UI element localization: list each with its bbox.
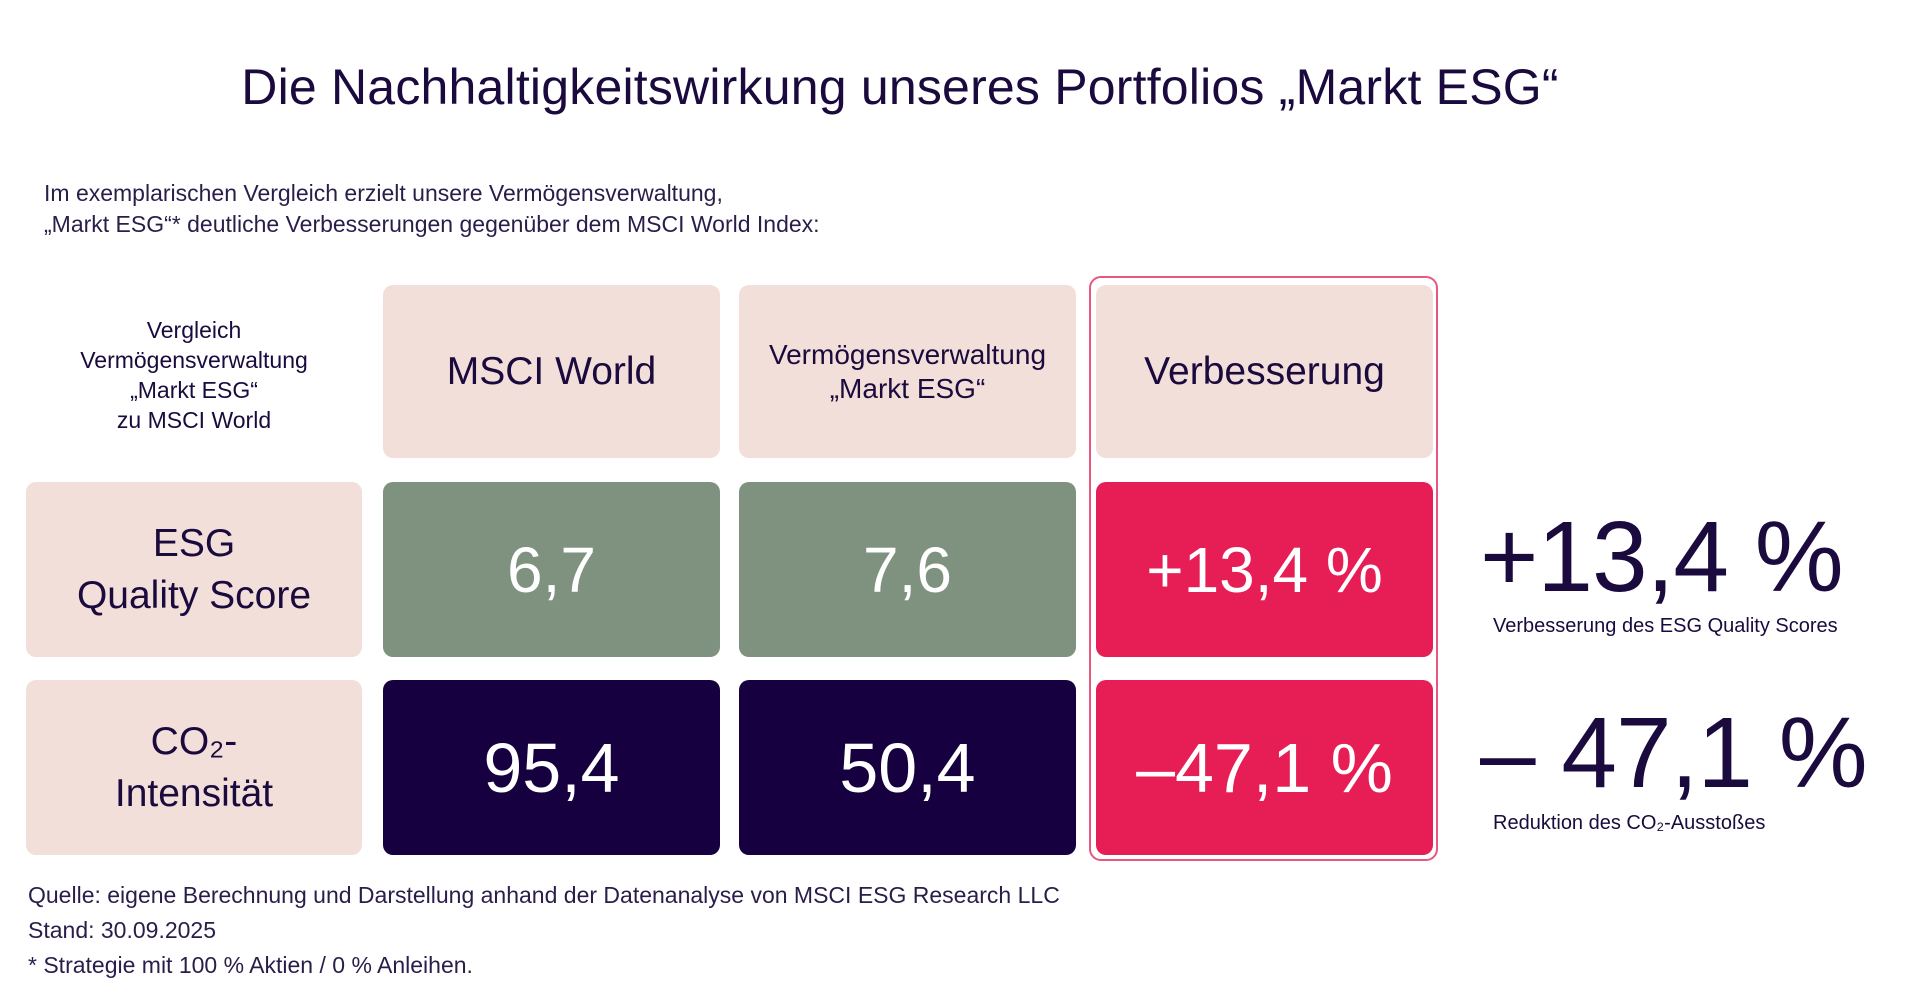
stat-co2-value: – 47,1 %	[1480, 697, 1868, 809]
row-label-co2-line-2: Intensität	[114, 771, 274, 815]
row-label-co2-line-1: CO₂-	[150, 719, 238, 763]
cell-esg-improvement-value: +13,4 %	[1146, 533, 1383, 606]
cell-co2-improvement: –47,1 %	[1096, 680, 1433, 855]
footer-note: * Strategie mit 100 % Aktien / 0 % Anlei…	[28, 952, 473, 978]
header-improvement-label: Verbesserung	[1144, 349, 1385, 393]
cell-co2-msci-value: 95,4	[483, 728, 620, 807]
cell-co2-markt: 50,4	[739, 680, 1076, 855]
header-markt-esg-line-2: „Markt ESG“	[829, 372, 986, 404]
footer-source: Quelle: eigene Berechnung und Darstellun…	[28, 882, 1060, 908]
intro-line-2: „Markt ESG“* deutliche Verbesserungen ge…	[44, 211, 820, 237]
row-label-esg-line-2: Quality Score	[76, 573, 312, 617]
cell-co2-msci: 95,4	[383, 680, 720, 855]
corner-label-line-2: Vermögensverwaltung	[80, 347, 308, 373]
improvement-column-frame	[1089, 276, 1438, 861]
header-msci-world-label: MSCI World	[446, 349, 657, 393]
intro-line-1: Im exemplarischen Vergleich erzielt unse…	[44, 180, 723, 206]
row-label-esg-line-1: ESG	[152, 521, 236, 565]
cell-esg-improvement: +13,4 %	[1096, 482, 1433, 657]
footer-date: Stand: 30.09.2025	[28, 917, 216, 943]
cell-co2-improvement-value: –47,1 %	[1136, 728, 1393, 807]
corner-label-line-1: Vergleich	[146, 317, 242, 343]
header-markt-esg: Vermögensverwaltung „Markt ESG“	[739, 285, 1076, 458]
corner-label-line-3: „Markt ESG“	[130, 377, 258, 403]
footer: Quelle: eigene Berechnung und Darstellun…	[28, 878, 1060, 983]
corner-label: Vergleich Vermögensverwaltung „Markt ESG…	[26, 315, 362, 435]
cell-co2-markt-value: 50,4	[839, 728, 976, 807]
cell-esg-msci: 6,7	[383, 482, 720, 657]
header-msci-world: MSCI World	[383, 285, 720, 458]
stat-esg-value: +13,4 %	[1480, 501, 1844, 613]
row-label-co2: CO₂- Intensität	[26, 680, 362, 855]
cell-esg-msci-value: 6,7	[507, 533, 596, 606]
corner-label-line-4: zu MSCI World	[116, 407, 272, 433]
header-markt-esg-line-1: Vermögensverwaltung	[768, 338, 1047, 370]
header-improvement: Verbesserung	[1096, 285, 1433, 458]
page-title: Die Nachhaltigkeitswirkung unseres Portf…	[241, 59, 1559, 115]
cell-esg-markt-value: 7,6	[863, 533, 952, 606]
stat-co2-caption: Reduktion des CO₂-Ausstoßes	[1493, 812, 1766, 834]
intro-text: Im exemplarischen Vergleich erzielt unse…	[44, 178, 820, 240]
cell-esg-markt: 7,6	[739, 482, 1076, 657]
stat-esg-caption: Verbesserung des ESG Quality Scores	[1493, 615, 1838, 637]
row-label-esg: ESG Quality Score	[26, 482, 362, 657]
